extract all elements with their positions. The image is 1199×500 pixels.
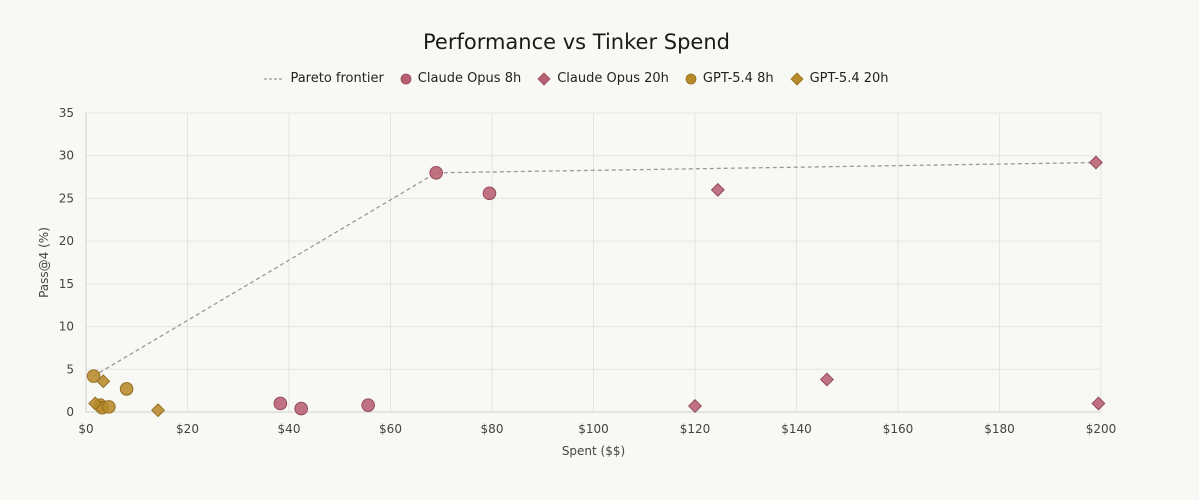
series-0-point	[273, 396, 288, 411]
legend-circle-swatch	[685, 73, 697, 84]
x-tick-label: $160	[883, 422, 914, 436]
x-tick-label: $180	[984, 422, 1015, 436]
legend-diamond-swatch	[537, 71, 551, 86]
series-1-point	[1088, 155, 1103, 170]
series-3-point	[96, 374, 111, 389]
legend-label: Pareto frontier	[290, 71, 384, 86]
series-1-point	[710, 182, 725, 197]
y-tick-label: 5	[66, 362, 74, 376]
y-tick-label: 15	[59, 277, 74, 291]
y-tick-label: 0	[66, 405, 74, 419]
y-tick-label: 30	[59, 149, 74, 163]
series-1-point	[819, 372, 834, 387]
legend-item-series-3: GPT-5.4 20h	[790, 71, 889, 86]
legend-line-swatch	[264, 77, 285, 80]
x-tick-label: $140	[781, 422, 812, 436]
legend-item-series-2: GPT-5.4 8h	[685, 71, 774, 86]
series-2-point	[86, 369, 101, 383]
legend-label: Claude Opus 8h	[417, 71, 522, 86]
series-0-point	[482, 186, 497, 201]
series-1-point	[1091, 396, 1106, 411]
legend-item-series-1: Claude Opus 20h	[537, 71, 669, 86]
y-tick-label: 10	[59, 320, 74, 334]
x-tick-label: $120	[680, 422, 711, 436]
y-axis-label: Pass@4 (%)	[37, 227, 51, 298]
chart-legend: Pareto frontier Claude Opus 8h Claude Op…	[0, 71, 1153, 86]
series-2-point	[119, 382, 134, 396]
series-0-point	[294, 401, 308, 416]
legend-label: GPT-5.4 20h	[809, 71, 889, 86]
legend-diamond-swatch	[790, 71, 804, 86]
legend-item-pareto: Pareto frontier	[264, 71, 384, 86]
x-tick-label: $60	[379, 422, 402, 436]
y-tick-label: 20	[59, 234, 74, 248]
series-3-point	[151, 403, 166, 418]
x-tick-label: $200	[1086, 422, 1117, 436]
x-tick-label: $20	[176, 422, 199, 436]
legend-item-series-0: Claude Opus 8h	[400, 71, 521, 86]
series-0-point	[361, 398, 375, 412]
x-tick-label: $40	[278, 422, 301, 436]
legend-label: Claude Opus 20h	[557, 71, 669, 86]
x-axis-label: Spent ($$)	[562, 444, 625, 458]
series-0-point	[429, 166, 443, 180]
legend-label: GPT-5.4 8h	[702, 71, 774, 86]
pareto-frontier-line	[93, 161, 1096, 377]
x-tick-label: $80	[481, 422, 504, 436]
x-tick-label: $100	[578, 422, 609, 436]
legend-circle-swatch	[400, 73, 412, 84]
series-2-point	[102, 400, 116, 414]
x-tick-label: $0	[78, 422, 93, 436]
series-1-point	[687, 399, 703, 414]
y-tick-label: 25	[59, 191, 74, 205]
series-3-point	[88, 396, 103, 411]
chart-title: Performance vs Tinker Spend	[423, 30, 730, 54]
y-tick-label: 35	[59, 106, 74, 120]
